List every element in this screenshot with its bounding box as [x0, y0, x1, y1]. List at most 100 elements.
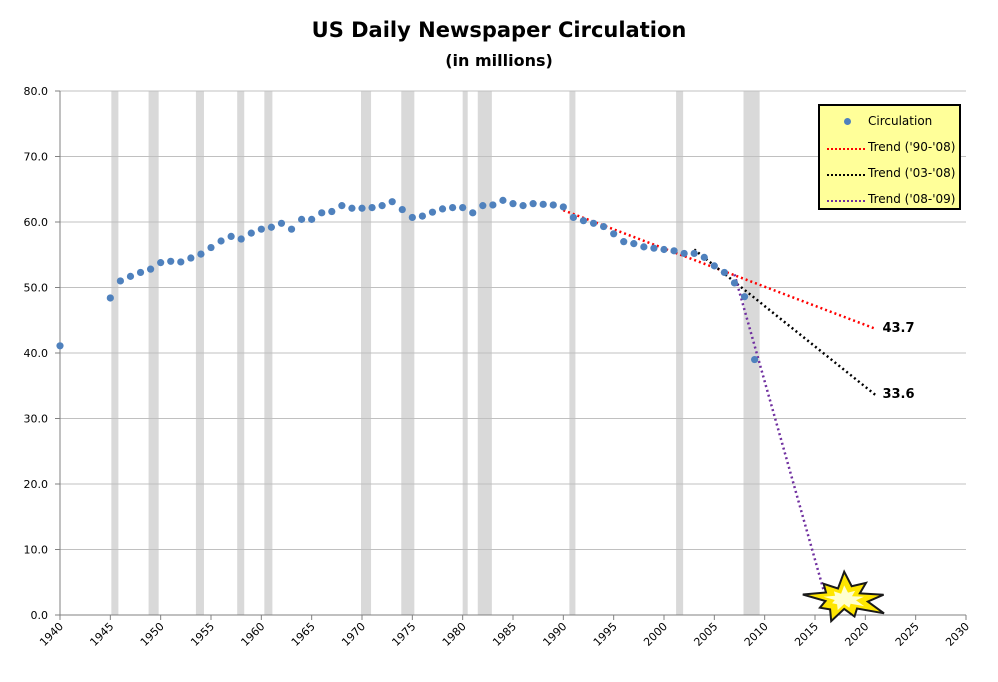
data-point	[539, 200, 547, 208]
data-point	[751, 355, 759, 364]
x-tick-label: 1980	[440, 620, 469, 649]
y-tick-label: 80.0	[24, 85, 49, 98]
data-point	[287, 225, 296, 233]
legend-item-circulation: Circulation	[820, 112, 959, 132]
y-tick-label: 0.0	[31, 609, 49, 622]
x-tick-labels: 1940 1945 1950 1955 1960 1965 1970 1975 1980 1985…	[37, 620, 972, 649]
data-point	[479, 202, 487, 210]
y-tick-label: 60.0	[24, 216, 49, 229]
chart-legend: Circulation Trend ('90-'08) Trend ('03-'…	[818, 104, 961, 210]
data-point	[217, 237, 225, 245]
data-point	[177, 258, 185, 266]
trend-end-label-03-08: 33.6	[882, 386, 915, 402]
data-point	[610, 230, 618, 238]
data-point	[277, 219, 286, 227]
data-point	[428, 208, 437, 216]
x-tick-label: 1995	[591, 620, 620, 649]
data-point	[116, 277, 124, 285]
data-point	[509, 200, 517, 208]
data-point	[600, 222, 608, 231]
legend-marker-trend-08-09	[827, 200, 865, 202]
data-point	[237, 235, 245, 243]
data-point	[157, 259, 165, 267]
x-tick-label: 1955	[188, 620, 217, 649]
x-tick-label: 2000	[641, 620, 670, 649]
data-point	[499, 196, 507, 204]
data-point	[469, 209, 477, 217]
data-point	[589, 219, 598, 227]
data-point	[670, 247, 678, 255]
data-point	[459, 203, 467, 212]
data-point	[318, 209, 326, 217]
x-tick-label: 2010	[742, 620, 771, 649]
x-tick-label: 1970	[339, 620, 368, 649]
legend-item-trend-08-09: Trend ('08-'09)	[820, 190, 959, 210]
data-point	[630, 240, 638, 248]
data-point	[358, 204, 366, 212]
data-point	[328, 207, 336, 216]
data-point	[398, 205, 406, 214]
data-point	[368, 203, 376, 212]
x-tick-label: 1975	[389, 620, 418, 649]
legend-label: Trend ('90-'08)	[868, 140, 956, 154]
data-point	[247, 229, 255, 237]
trend-end-label-90-08: 43.7	[882, 320, 915, 336]
legend-label: Circulation	[868, 114, 933, 128]
data-point	[640, 243, 648, 251]
data-point	[519, 202, 527, 210]
data-point	[549, 201, 557, 209]
x-tick-label: 1985	[490, 620, 519, 649]
x-tick-label: 1990	[540, 620, 569, 649]
x-tick-label: 1950	[138, 620, 167, 649]
data-point	[197, 250, 205, 258]
y-tick-label: 20.0	[24, 478, 49, 491]
data-point	[147, 265, 155, 273]
y-tick-labels: 0.0 10.0 20.0 30.0 40.0 50.0 60.0 70.0 80.0	[24, 85, 49, 622]
gridlines	[55, 90, 966, 616]
trend-line	[733, 274, 827, 596]
data-point	[106, 294, 114, 302]
data-point	[388, 198, 396, 206]
x-tick-label: 1945	[87, 620, 116, 649]
explosion-burst-icon	[802, 569, 885, 624]
y-tick-label: 40.0	[24, 347, 49, 360]
data-point	[449, 203, 457, 212]
data-point	[700, 253, 708, 261]
axes	[59, 91, 967, 620]
y-tick-label: 70.0	[24, 151, 49, 164]
y-tick-label: 50.0	[24, 282, 49, 295]
data-point	[720, 268, 729, 277]
data-point	[418, 212, 426, 220]
y-tick-label: 30.0	[24, 413, 49, 426]
legend-label: Trend ('08-'09)	[868, 192, 956, 206]
x-tick-label: 2015	[792, 620, 821, 649]
data-point	[126, 272, 135, 280]
data-point	[257, 225, 265, 233]
legend-item-trend-90-08: Trend ('90-'08)	[820, 138, 959, 158]
x-tick-label: 1940	[37, 620, 66, 649]
x-tick-label: 2005	[691, 620, 720, 649]
x-tick-label: 2020	[842, 620, 871, 649]
data-point	[489, 201, 497, 209]
legend-marker-trend-03-08	[827, 174, 865, 176]
data-point	[740, 293, 749, 301]
data-point	[408, 213, 416, 222]
x-tick-label: 2025	[893, 620, 922, 649]
data-point	[569, 213, 578, 222]
trend-lines	[562, 209, 877, 596]
trend-line	[562, 209, 876, 330]
legend-marker-circulation	[844, 118, 851, 125]
data-point	[136, 268, 145, 277]
data-point	[680, 249, 688, 258]
legend-marker-trend-90-08	[827, 148, 865, 150]
data-point	[298, 215, 306, 223]
data-point	[308, 215, 316, 223]
circulation-points	[56, 196, 759, 364]
data-point	[348, 204, 356, 212]
data-point	[650, 244, 658, 252]
data-point	[710, 262, 718, 270]
data-point	[267, 223, 275, 231]
data-point	[187, 254, 195, 262]
data-point	[620, 238, 628, 246]
